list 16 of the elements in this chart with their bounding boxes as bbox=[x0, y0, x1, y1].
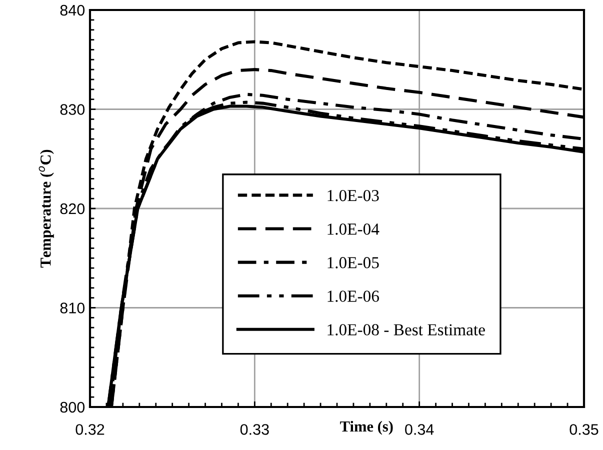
y-axis-title: Temperature ($^{o}$C) bbox=[38, 150, 54, 268]
x-tick-label: 0.33 bbox=[240, 424, 269, 435]
y-tick-label: 810 bbox=[60, 302, 85, 314]
x-tick-label: 0.35 bbox=[570, 424, 598, 435]
y-tick-label: 800 bbox=[60, 402, 85, 413]
legend-label: 1.0E-06 bbox=[328, 290, 379, 302]
legend-label: 1.0E-05 bbox=[328, 257, 379, 268]
y-tick-label: 830 bbox=[60, 104, 85, 115]
legend-label: 1.0E-08 - Best Estimate bbox=[328, 324, 485, 336]
y-tick-label: 840 bbox=[60, 4, 85, 16]
x-tick-label: 0.34 bbox=[405, 424, 434, 435]
x-tick-label: 0.32 bbox=[76, 424, 104, 435]
x-axis-title: Time (s) bbox=[340, 420, 393, 435]
legend-label: 1.0E-04 bbox=[328, 224, 380, 235]
y-tick-label: 820 bbox=[60, 203, 85, 214]
legend-label: 1.0E-03 bbox=[328, 190, 379, 202]
